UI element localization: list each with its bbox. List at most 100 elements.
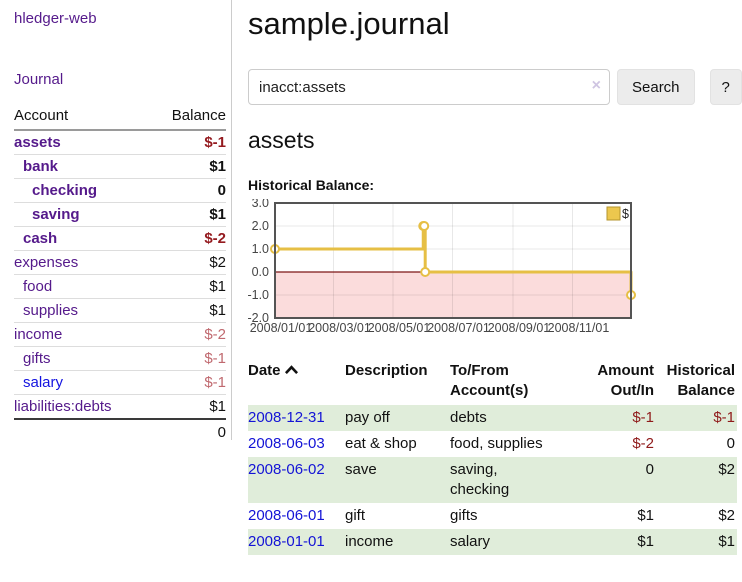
account-link[interactable]: expenses <box>14 254 79 271</box>
account-balance: $1 <box>150 394 226 419</box>
register-accounts: saving, checking <box>450 461 510 498</box>
account-link[interactable]: bank <box>23 158 59 175</box>
register-description: save <box>345 461 377 478</box>
svg-text:2008/09/01: 2008/09/01 <box>488 321 551 335</box>
account-row: liabilities:debts $1 <box>14 394 226 419</box>
register-balance: 0 <box>726 435 735 452</box>
search-form: × Search ? <box>248 69 742 105</box>
account-name-cell: expenses <box>14 250 151 275</box>
account-balance: $-2 <box>150 322 226 347</box>
account-name-cell: checking <box>14 178 151 203</box>
register-amount: 0 <box>645 461 654 478</box>
register-accounts: gifts <box>450 507 478 524</box>
account-link[interactable]: food <box>23 278 53 295</box>
register-table-body: 2008-12-31 pay off debts $-1 $-1 2008-06-03 ea… <box>248 405 737 555</box>
svg-text:2008/07/01: 2008/07/01 <box>427 321 490 335</box>
balance-chart-svg: 3.0 2.0 1.0 0.0 -1.0 -2.02008/01/012008/03/01… <box>247 196 636 335</box>
svg-text:-1.0: -1.0 <box>247 288 269 302</box>
account-balance: $-1 <box>150 370 226 395</box>
accounts-table-body: assets $-1 bank $1 checking 0 saving $1 cash $-2 e… <box>14 130 226 419</box>
sidebar-item-journal[interactable]: Journal <box>14 71 64 88</box>
account-name-cell: assets <box>14 130 150 155</box>
account-link[interactable]: income <box>14 326 63 343</box>
sort-ascending-icon <box>284 365 298 375</box>
svg-text:2008/05/01: 2008/05/01 <box>368 321 431 335</box>
brand-link[interactable]: hledger-web <box>14 10 97 27</box>
account-name-cell: income <box>14 322 151 347</box>
account-row: saving $1 <box>14 202 226 227</box>
svg-text:$: $ <box>622 207 629 221</box>
account-balance: $1 <box>150 298 226 323</box>
account-link[interactable]: salary <box>23 374 64 391</box>
page-title: sample.journal <box>248 6 450 41</box>
account-name-cell: liabilities:debts <box>14 394 151 419</box>
register-header-date[interactable]: Date <box>248 359 345 405</box>
register-row: 2008-01-01 income salary $1 $1 <box>248 529 737 555</box>
accounts-table: Account Balance assets $-1 bank $1 checking 0… <box>14 104 226 445</box>
account-row: salary $-1 <box>14 370 226 395</box>
account-name-cell: food <box>14 274 151 299</box>
register-balance: $-1 <box>713 409 735 426</box>
account-link[interactable]: assets <box>14 134 61 151</box>
register-date-link[interactable]: 2008-06-02 <box>248 461 325 478</box>
account-row: food $1 <box>14 274 226 299</box>
register-description: income <box>345 533 394 550</box>
register-row: 2008-06-03 eat & shop food, supplies $-2 0 <box>248 431 737 457</box>
accounts-header-account: Account <box>14 104 151 131</box>
register-amount: $-2 <box>632 435 654 452</box>
svg-text:2008/03/01: 2008/03/01 <box>308 321 371 335</box>
accounts-header-balance: Balance <box>150 104 226 131</box>
sidebar: hledger-web Journal Account Balance asse… <box>0 0 232 445</box>
historical-balance-chart: 3.0 2.0 1.0 0.0 -1.0 -2.0 2008/01/01 2008/03/01… <box>240 196 742 343</box>
account-balance: 0 <box>150 178 226 203</box>
register-row: 2008-06-02 save saving, checking 0 $2 <box>248 457 737 503</box>
account-balance: $-2 <box>150 226 226 251</box>
svg-text:3.0: 3.0 <box>252 199 269 210</box>
accounts-total-value: 0 <box>14 418 226 445</box>
account-link[interactable]: supplies <box>23 302 79 319</box>
account-link[interactable]: saving <box>32 206 80 223</box>
svg-text:0.0: 0.0 <box>252 265 269 279</box>
register-accounts: food, supplies <box>450 435 543 452</box>
account-name-cell: salary <box>14 370 151 395</box>
register-amount: $-1 <box>632 409 654 426</box>
main-content: sample.journal × Search ? assets Histori… <box>232 0 742 555</box>
account-balance: $2 <box>150 250 226 275</box>
register-header-row: Date Description To/From Account(s) Amou… <box>248 359 737 405</box>
register-description: eat & shop <box>345 435 417 452</box>
account-name-cell: gifts <box>14 346 151 371</box>
account-row: assets $-1 <box>14 130 226 155</box>
account-row: cash $-2 <box>14 226 226 251</box>
register-description: gift <box>345 507 366 524</box>
register-date-link[interactable]: 2008-06-03 <box>248 435 325 452</box>
account-row: supplies $1 <box>14 298 226 323</box>
register-balance: $2 <box>718 507 735 524</box>
account-name-cell: bank <box>14 154 151 179</box>
account-balance: $-1 <box>150 346 226 371</box>
app: hledger-web Journal Account Balance asse… <box>0 0 742 555</box>
register-balance: $2 <box>718 461 735 478</box>
account-link[interactable]: gifts <box>23 350 51 367</box>
account-balance: $1 <box>150 274 226 299</box>
search-input[interactable] <box>248 69 610 105</box>
account-row: income $-2 <box>14 322 226 347</box>
account-link[interactable]: cash <box>23 230 58 247</box>
register-amount: $1 <box>637 507 654 524</box>
register-row: 2008-12-31 pay off debts $-1 $-1 <box>248 405 737 431</box>
svg-text:2008/11/01: 2008/11/01 <box>548 321 610 335</box>
register-date-link[interactable]: 2008-01-01 <box>248 533 325 550</box>
search-button[interactable]: Search <box>617 69 695 105</box>
register-accounts: salary <box>450 533 491 550</box>
register-date-link[interactable]: 2008-06-01 <box>248 507 325 524</box>
register-balance: $1 <box>718 533 735 550</box>
account-row: checking 0 <box>14 178 226 203</box>
account-link[interactable]: checking <box>32 182 98 199</box>
clear-search-icon[interactable]: × <box>591 77 601 94</box>
account-row: gifts $-1 <box>14 346 226 371</box>
account-heading: assets <box>248 127 315 153</box>
account-link[interactable]: liabilities:debts <box>14 398 112 415</box>
register-header-balance: Historical Balance <box>666 362 735 399</box>
help-button[interactable]: ? <box>709 69 742 105</box>
svg-text:1.0: 1.0 <box>252 242 269 256</box>
register-date-link[interactable]: 2008-12-31 <box>248 409 325 426</box>
